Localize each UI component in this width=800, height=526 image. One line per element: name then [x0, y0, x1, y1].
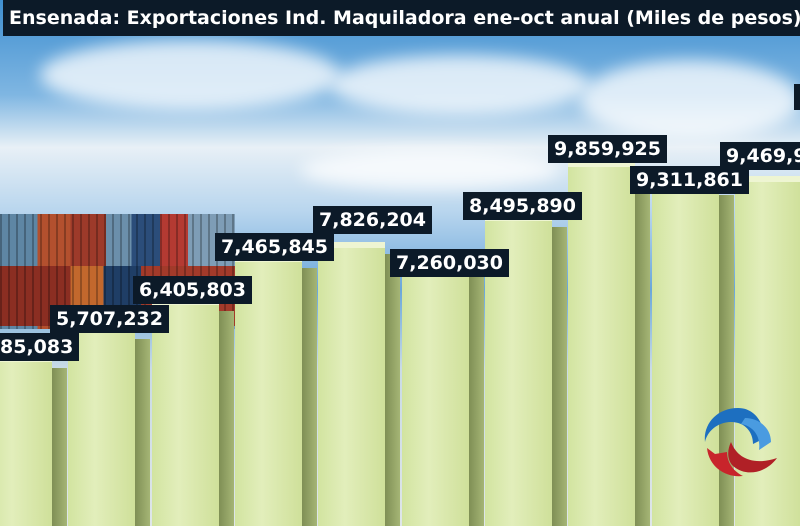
cloud	[40, 40, 340, 110]
bar-1	[0, 355, 67, 526]
bar-5	[318, 241, 400, 526]
data-label-1: 85,083	[0, 333, 80, 361]
chart-title: Ensenada: Exportaciones Ind. Maquiladora…	[3, 0, 800, 36]
cloud	[330, 55, 590, 115]
data-label-9: 9,311,861	[630, 166, 749, 194]
data-label-8: 9,859,925	[548, 135, 667, 163]
bar-8	[568, 160, 650, 526]
bar-4	[235, 256, 317, 526]
bar-3	[152, 298, 234, 526]
data-label-4: 7,465,845	[215, 233, 334, 261]
cloud	[300, 150, 560, 190]
data-label-5: 7,826,204	[313, 206, 432, 234]
bar-6	[402, 264, 484, 526]
data-label-2: 5,707,232	[50, 305, 169, 333]
data-label-3: 6,405,803	[133, 276, 252, 304]
brand-logo	[704, 408, 777, 477]
bar-2	[68, 326, 150, 526]
data-label-7: 8,495,890	[463, 192, 582, 220]
data-label-10: 9,469,96	[720, 142, 800, 170]
data-label-6: 7,260,030	[390, 249, 509, 277]
cloud	[580, 60, 800, 140]
bar-9	[652, 182, 734, 526]
label-box-partial	[794, 84, 800, 110]
